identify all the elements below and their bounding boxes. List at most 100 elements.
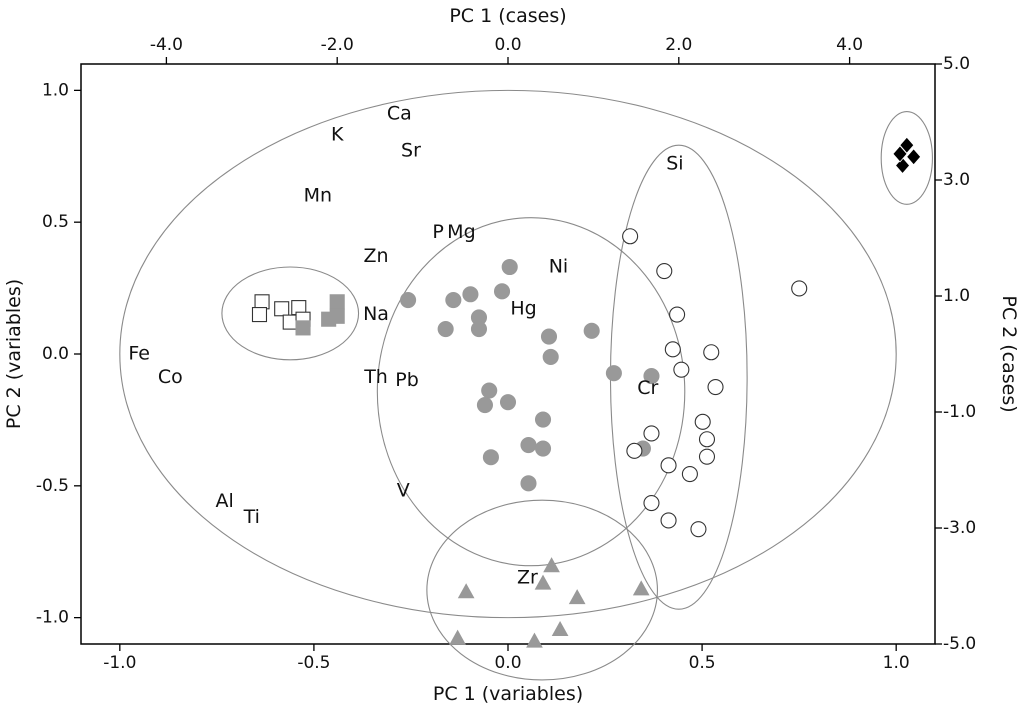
case-point — [698, 448, 716, 465]
left-tick-label: 1.0 — [42, 80, 69, 100]
variable-label: Cr — [637, 377, 658, 399]
case-point — [534, 440, 552, 457]
variable-label: V — [397, 480, 410, 502]
case-point — [656, 263, 673, 280]
variable-label: Ni — [549, 256, 569, 278]
case-point — [457, 583, 475, 599]
bottom-axis-title: PC 1 (variables) — [433, 683, 583, 705]
left-tick-label: 0.5 — [42, 212, 69, 232]
top-tick-label: -4.0 — [150, 35, 183, 55]
variable-label: Fe — [128, 343, 150, 365]
bottom-tick-label: 0.5 — [689, 653, 716, 673]
case-point — [892, 145, 908, 163]
variable-label: K — [331, 124, 344, 146]
case-point — [643, 495, 660, 512]
case-point — [526, 632, 543, 648]
case-points — [251, 136, 922, 648]
case-point — [895, 156, 911, 175]
variable-label: Co — [158, 366, 183, 388]
case-point — [520, 475, 537, 492]
case-point — [482, 449, 499, 466]
cluster-ellipse — [880, 111, 933, 205]
bottom-tick-label: -0.5 — [297, 653, 330, 673]
right-axis-title: PC 2 (cases) — [998, 295, 1020, 412]
top-tick-label: 0.0 — [494, 35, 521, 55]
case-point — [707, 379, 724, 396]
variable-label: P — [432, 221, 443, 243]
left-tick-label: -1.0 — [36, 608, 69, 628]
case-point — [282, 314, 298, 330]
case-point — [534, 574, 552, 590]
case-point — [470, 321, 488, 338]
variable-label: Pb — [395, 369, 419, 391]
case-point — [449, 629, 466, 645]
right-tick-label: 3.0 — [943, 170, 970, 190]
cluster-ellipse — [426, 499, 658, 681]
case-point — [643, 425, 660, 442]
case-point — [568, 589, 586, 605]
case-point — [476, 396, 493, 414]
variable-label: Zn — [363, 245, 388, 267]
case-point — [906, 148, 922, 166]
case-point — [703, 344, 720, 361]
case-point — [551, 620, 569, 636]
case-point — [660, 457, 677, 474]
case-point — [622, 228, 639, 245]
case-point — [295, 320, 311, 336]
case-point — [694, 413, 711, 430]
case-point — [400, 292, 417, 309]
right-tick-label: -5.0 — [943, 634, 976, 654]
variable-label: Hg — [510, 298, 536, 320]
case-point — [673, 361, 690, 378]
variable-labels: Ca K Sr Mn Si P Mg Zn Ni Hg Na Fe Co Th Pb Cr V Al Ti Zr — [128, 103, 683, 589]
case-point — [437, 321, 454, 338]
variable-label: Th — [363, 366, 388, 388]
case-point — [669, 306, 686, 323]
case-point — [520, 437, 537, 454]
bottom-tick-label: -1.0 — [103, 653, 136, 673]
case-point — [445, 292, 462, 309]
case-point — [632, 580, 650, 596]
variable-label: Mg — [447, 221, 475, 243]
variable-label: Sr — [401, 140, 421, 162]
case-point — [643, 367, 660, 385]
case-point — [251, 307, 268, 323]
variable-label: Ca — [387, 103, 412, 125]
top-tick-label: 4.0 — [836, 35, 863, 55]
variable-label: Si — [666, 153, 683, 175]
case-point — [791, 280, 808, 297]
case-point — [493, 283, 511, 300]
case-point — [626, 442, 643, 459]
variable-label: Mn — [304, 184, 332, 206]
case-point — [698, 431, 716, 448]
case-point — [690, 521, 707, 538]
top-tick-label: -2.0 — [321, 35, 354, 55]
top-axis-title: PC 1 (cases) — [449, 5, 566, 27]
case-point — [583, 322, 600, 339]
case-point — [329, 294, 345, 310]
correlation-circle — [119, 89, 897, 619]
variable-label: Na — [363, 303, 389, 325]
plot-frame — [80, 63, 936, 645]
left-axis-title: PC 2 (variables) — [3, 279, 25, 429]
case-point — [501, 258, 518, 276]
cluster-ellipse — [376, 217, 686, 567]
right-tick-label: -1.0 — [943, 402, 976, 422]
right-tick-label: 1.0 — [943, 286, 970, 306]
case-point — [664, 341, 681, 358]
case-point — [543, 557, 560, 573]
case-point — [462, 286, 479, 303]
case-point — [660, 512, 677, 529]
case-point — [254, 294, 270, 310]
right-tick-label: -3.0 — [943, 518, 976, 538]
axes: -1.0 -0.5 0.0 0.5 1.0 -1.0 -0.5 0.0 0.5 1.0 -4.0 -2… — [36, 35, 976, 673]
case-point — [499, 394, 517, 411]
left-tick-label: 0.0 — [42, 344, 69, 364]
bottom-tick-label: 1.0 — [883, 653, 910, 673]
left-tick-label: -0.5 — [36, 476, 69, 496]
case-point — [605, 365, 622, 382]
bottom-tick-label: 0.0 — [494, 653, 521, 673]
case-point — [540, 328, 558, 345]
